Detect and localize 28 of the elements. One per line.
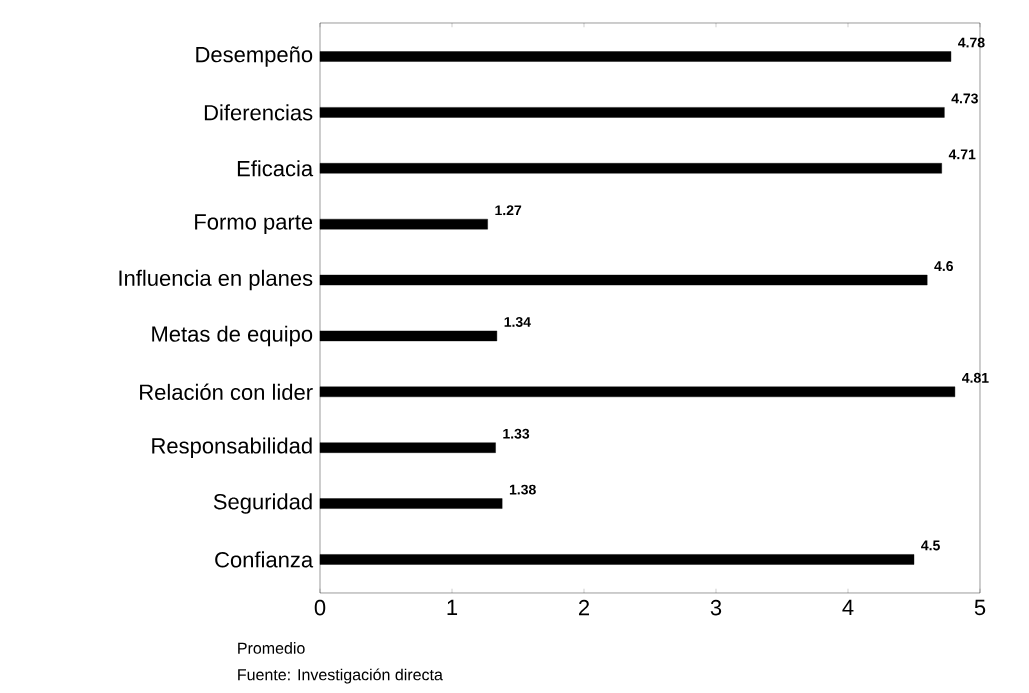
data-label: 1.33 bbox=[503, 428, 530, 439]
x-tick-label: 3 bbox=[710, 599, 722, 616]
data-label: 1.27 bbox=[495, 205, 522, 216]
source-note: Fuente: Investigación directa bbox=[238, 668, 443, 684]
data-label: 4.5 bbox=[921, 540, 940, 551]
text: Promedio bbox=[238, 642, 305, 654]
y-tick-label: Confianza bbox=[215, 551, 314, 568]
data-label: 4.71 bbox=[948, 149, 976, 160]
y-tick-label: Metas de equipo bbox=[152, 325, 313, 347]
x-tick-label: 4 bbox=[842, 599, 854, 615]
data-label: 1.34 bbox=[504, 316, 531, 327]
x-tick-label: 2 bbox=[579, 599, 590, 616]
y-tick-label: Diferencias bbox=[204, 104, 313, 121]
data-label: 4.73 bbox=[951, 93, 978, 104]
y-tick-label: Formo parte bbox=[195, 214, 313, 235]
y-tick-label: Eficacia bbox=[237, 160, 314, 177]
y-tick-label: Influencia en planes bbox=[119, 269, 313, 291]
y-tick-label: Relación con lider bbox=[140, 383, 313, 401]
x-tick-label: 5 bbox=[974, 599, 986, 616]
data-label: 1.38 bbox=[509, 484, 536, 495]
y-tick-label: Seguridad bbox=[213, 493, 312, 514]
y-tick-label: Responsabilidad bbox=[152, 437, 312, 458]
data-label: 4.6 bbox=[934, 261, 954, 272]
data-label: 4.81 bbox=[962, 372, 989, 383]
y-tick-label: Desempeño bbox=[196, 46, 313, 67]
x-tick-label: 0 bbox=[314, 599, 326, 616]
data-label: 4.78 bbox=[958, 37, 985, 48]
x-tick-label: 1 bbox=[447, 599, 458, 615]
